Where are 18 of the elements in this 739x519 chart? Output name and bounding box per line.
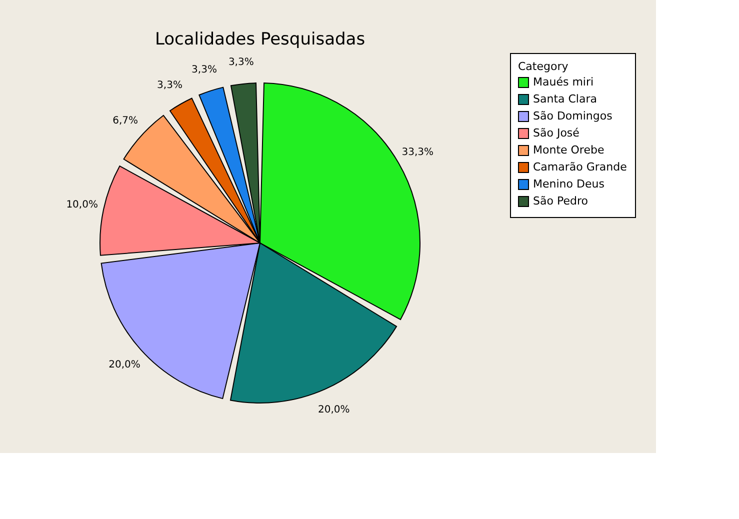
legend-label: São José: [533, 126, 580, 140]
data-label: 10,0%: [66, 200, 98, 211]
data-label: 33,3%: [402, 147, 434, 158]
data-label: 6,7%: [112, 116, 138, 127]
legend-label: Menino Deus: [533, 178, 605, 190]
legend-label: São Pedro: [533, 194, 588, 208]
data-label: 3,3%: [228, 56, 254, 68]
legend-label: Santa Clara: [533, 92, 597, 106]
data-label: 3,3%: [157, 80, 182, 91]
data-label: 20,0%: [108, 360, 140, 371]
data-label: 20,0%: [318, 404, 350, 416]
legend-label: São Domingos: [533, 110, 613, 122]
legend-label: Monte Orebe: [533, 144, 604, 156]
legend-title: Category: [518, 60, 569, 73]
legend-label: Camarão Grande: [533, 160, 628, 174]
legend-label: Maués miri: [533, 76, 594, 88]
data-label: 3,3%: [192, 64, 217, 76]
chart-title: Localidades Pesquisadas: [154, 30, 366, 50]
